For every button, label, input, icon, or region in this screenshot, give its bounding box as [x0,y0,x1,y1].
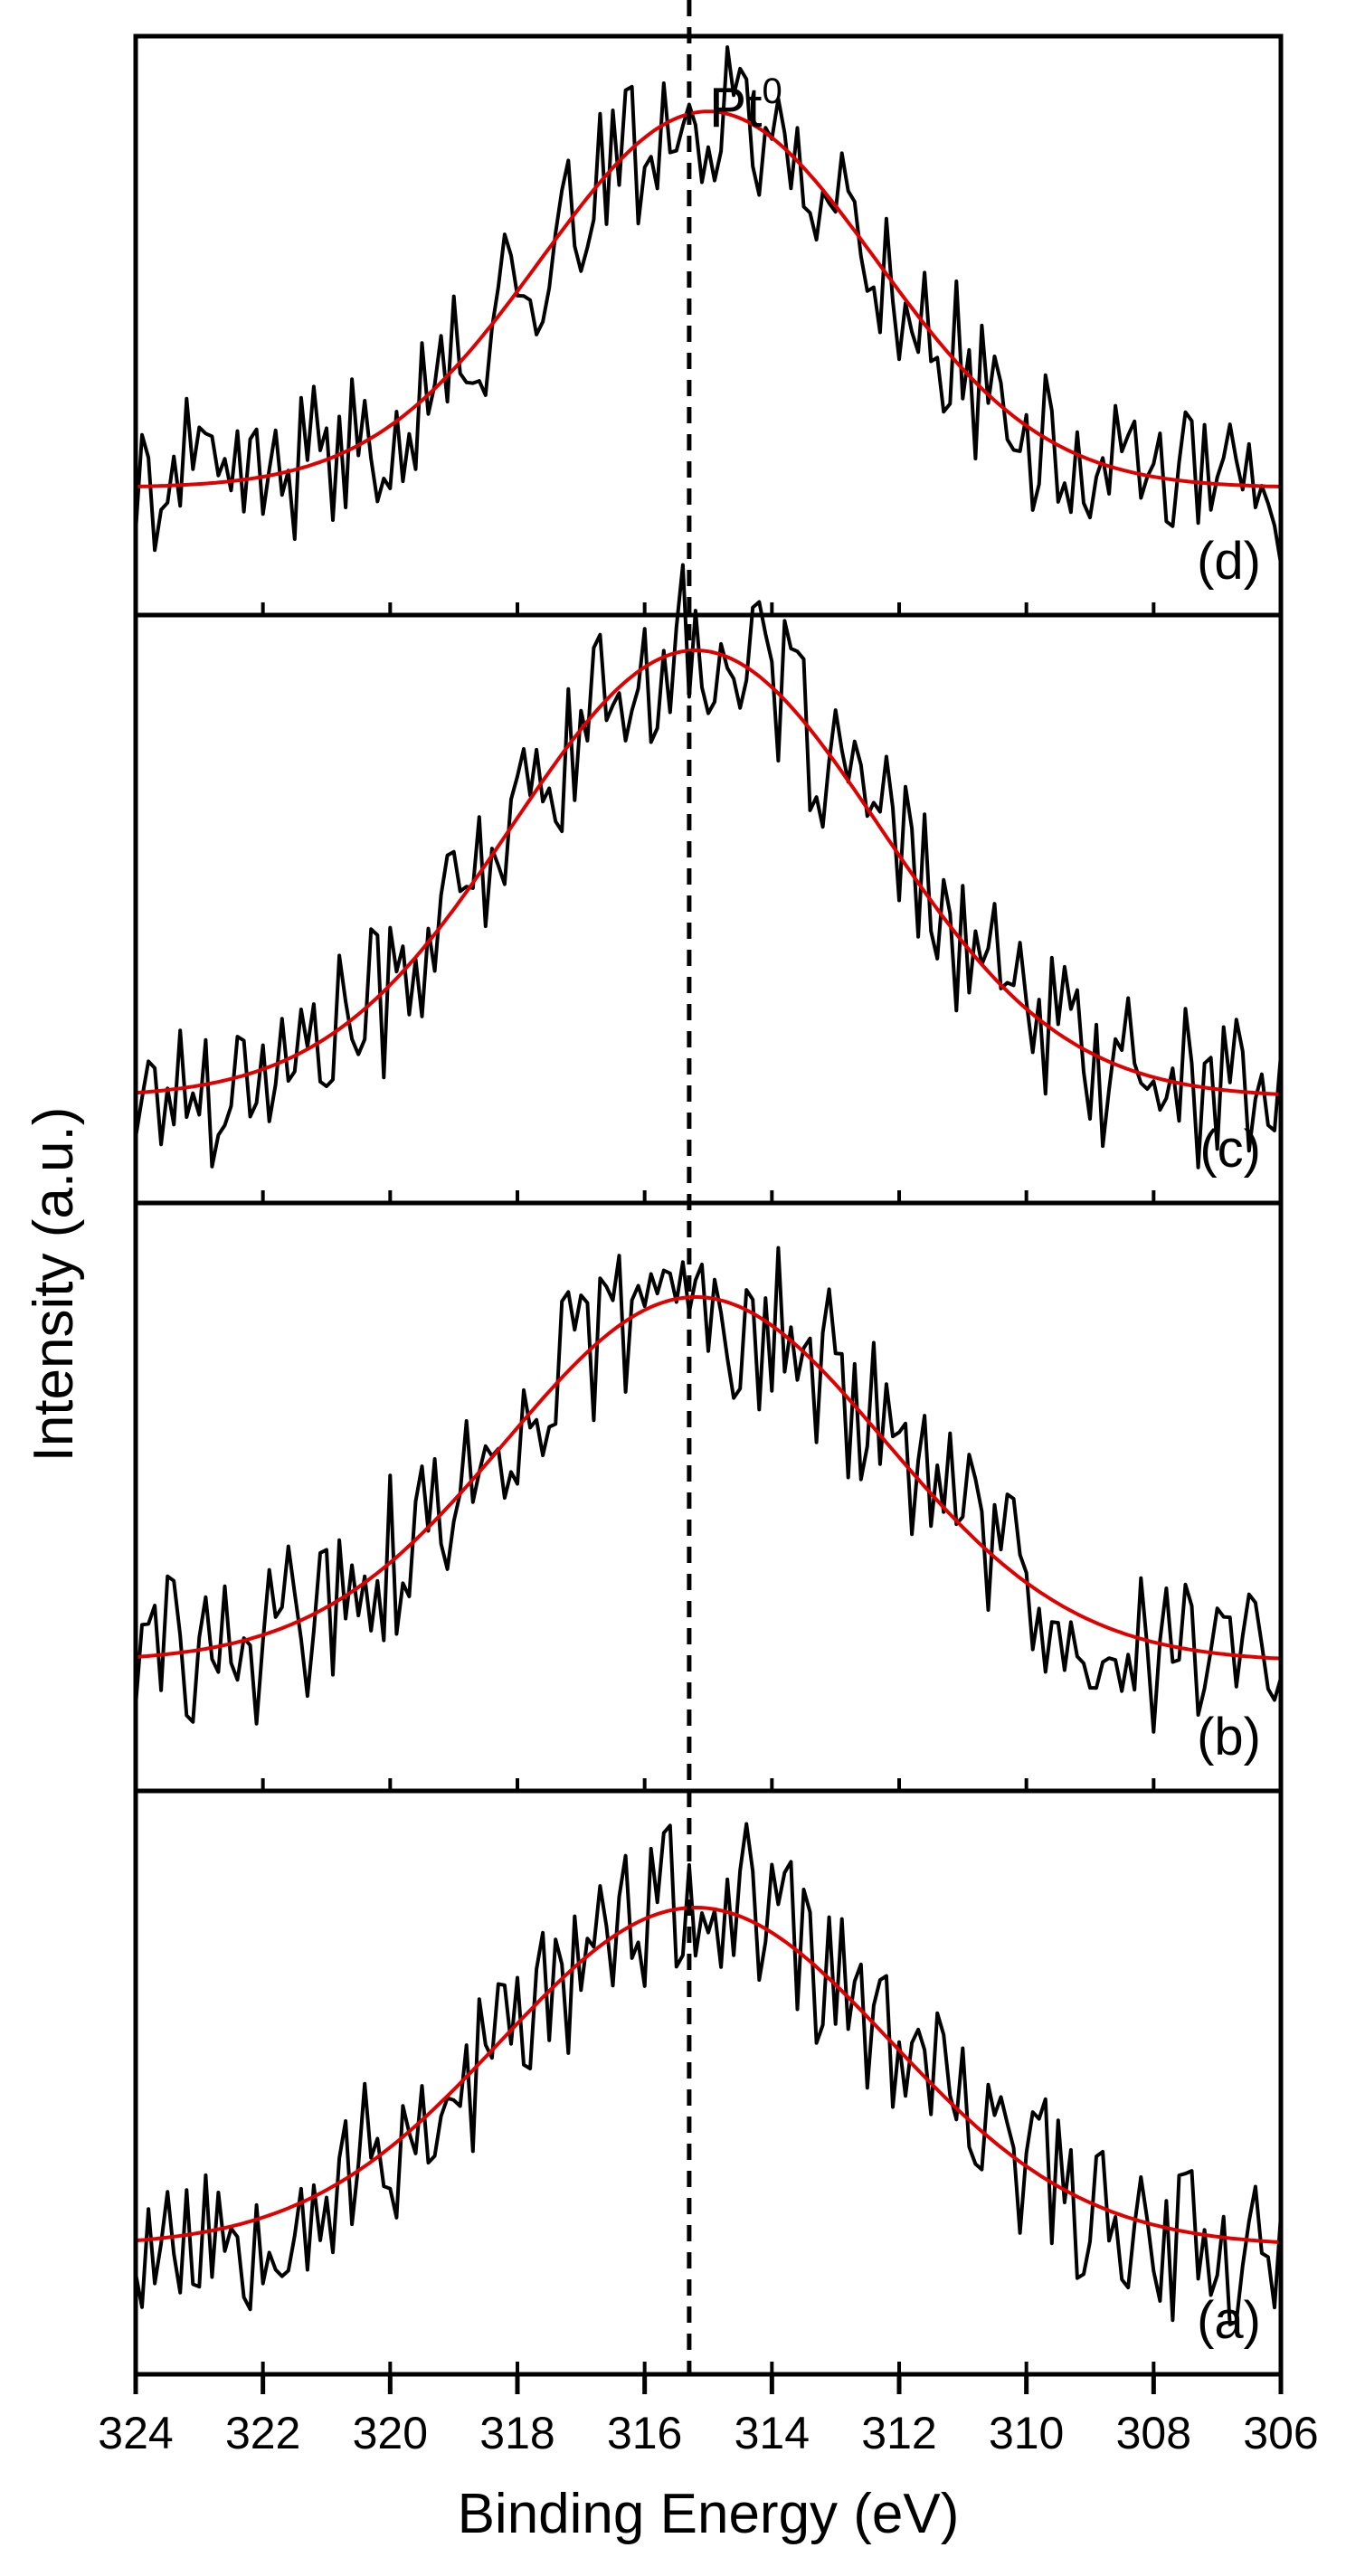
x-tick-label: 310 [989,2408,1064,2458]
panel-frame [133,1788,1284,2377]
pt0-label: Pt0 [709,71,782,139]
fit-curve-a [135,1906,1282,2245]
panel-c: (c) [133,563,1284,1206]
data-line-b [134,1245,1283,1734]
panel-label: (a) [1197,2291,1261,2350]
x-tick-label: 312 [861,2408,936,2458]
data-line-a [134,1822,1283,2326]
panel-b: (b) [133,1200,1284,1794]
panels-layer: (d) (c) (b) (a) [133,33,1284,2377]
panel-frame [133,612,1284,1206]
panel-label: (c) [1199,1120,1261,1179]
x-tick-label: 308 [1116,2408,1191,2458]
x-axis-ticks: 324 322 320 318 316 314 312 310 308 306 [98,2374,1319,2458]
panel-a: (a) [133,1788,1284,2377]
x-tick-label: 314 [735,2408,810,2458]
fit-curve-d [135,109,1282,488]
panel-label: (d) [1197,532,1261,591]
x-tick-label: 316 [607,2408,682,2458]
data-line-c [134,563,1283,1170]
y-axis-title: Intensity (a.u.) [23,1107,85,1463]
fit-curve-c [135,649,1282,1096]
panel-frame [133,1200,1284,1794]
x-tick-label: 306 [1243,2408,1318,2458]
fit-curve-b [135,1295,1282,1661]
x-axis-title: Binding Energy (eV) [458,2483,960,2545]
panel-label: (b) [1197,1708,1261,1766]
x-tick-label: 324 [98,2408,173,2458]
x-tick-label: 322 [225,2408,300,2458]
pt0-label-main: Pt [709,77,763,139]
x-tick-label: 320 [353,2408,428,2458]
pt0-label-sup: 0 [762,71,782,111]
data-line-d [134,45,1283,564]
x-tick-label: 318 [479,2408,555,2458]
